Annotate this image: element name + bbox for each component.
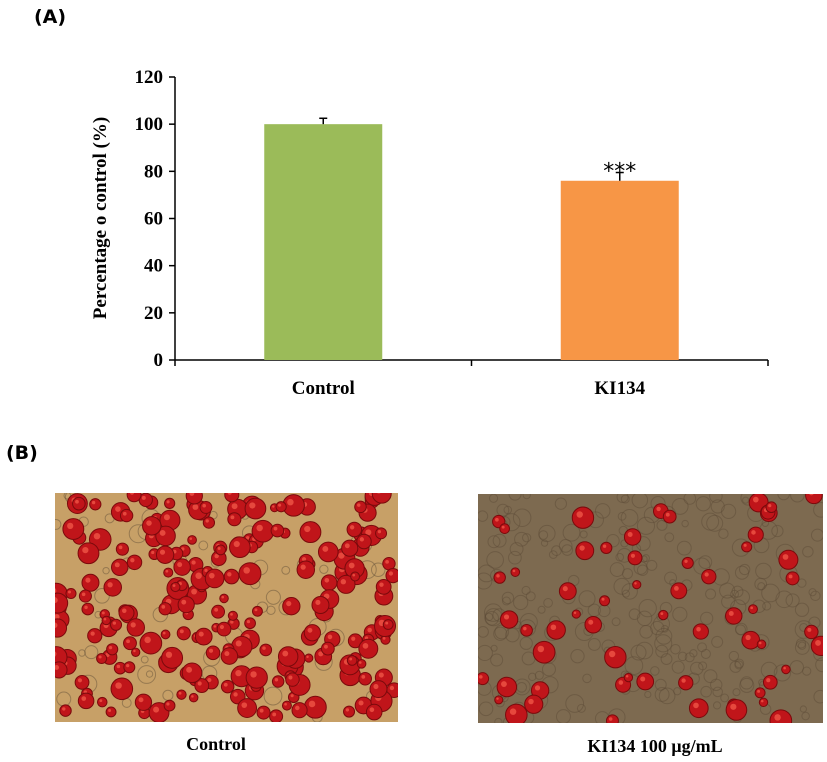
y-axis: 0 20 40 60 80 100 120 [135, 67, 176, 371]
bar-ki134 [560, 180, 679, 360]
significance-label: *** [603, 160, 636, 185]
bar-chart: 0 20 40 60 80 100 120 Control KI134 *** Percent… [90, 67, 769, 399]
y-tick-label: 80 [144, 161, 163, 182]
y-tick-label: 40 [144, 256, 163, 277]
bars: *** [264, 117, 679, 361]
y-tick-label: 20 [144, 303, 163, 324]
x-tick-label: KI134 [594, 378, 645, 399]
y-tick-label: 0 [154, 350, 164, 371]
panel-a-label: (A) [34, 6, 67, 28]
control-microscopy-image [55, 493, 398, 722]
panel-b-label: (B) [6, 442, 38, 464]
x-axis: Control KI134 [174, 359, 769, 399]
y-axis-label: Percentage o control (%) [90, 117, 111, 319]
control-image-caption: Control [186, 734, 246, 754]
y-tick-label: 60 [144, 209, 163, 230]
y-tick-label: 120 [135, 67, 164, 88]
bar-control [264, 124, 383, 361]
x-tick-label: Control [292, 378, 355, 399]
y-tick-label: 100 [135, 114, 164, 135]
ki134-image-caption: KI134 100 μg/mL [587, 736, 723, 756]
ki134-microscopy-image [478, 494, 823, 723]
